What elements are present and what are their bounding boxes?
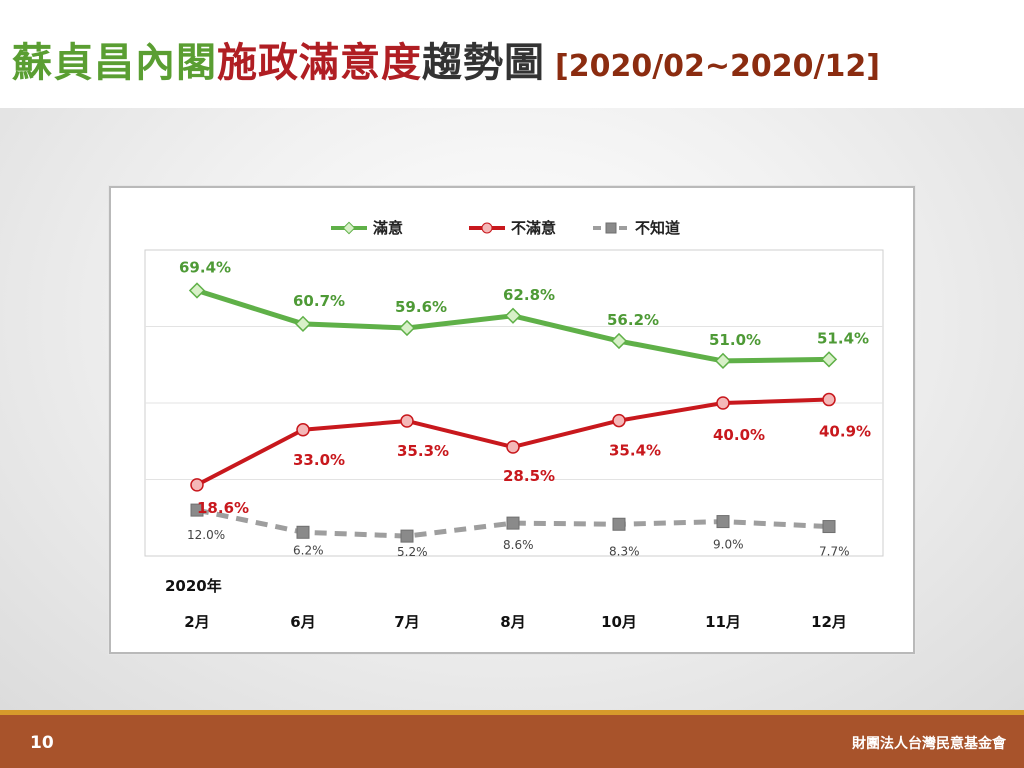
x-tick-label: 8月 bbox=[500, 613, 525, 631]
page-number: 10 bbox=[30, 733, 54, 753]
satisfied-data-label: 62.8% bbox=[503, 286, 555, 304]
dissatisfied-point bbox=[400, 414, 414, 428]
dissatisfied-data-label: 40.0% bbox=[713, 426, 765, 444]
unknown-data-label: 8.3% bbox=[609, 544, 640, 558]
x-tick-label: 7月 bbox=[394, 613, 419, 631]
satisfied-point bbox=[820, 351, 838, 368]
unknown-data-label: 5.2% bbox=[397, 545, 428, 559]
x-tick-label: 10月 bbox=[601, 613, 637, 631]
dissatisfied-data-label: 35.4% bbox=[609, 442, 661, 460]
dissatisfied-point bbox=[506, 440, 520, 454]
legend-label-satisfied: 滿意 bbox=[373, 219, 403, 237]
satisfied-data-label: 60.7% bbox=[293, 292, 345, 310]
legend-label-unknown: 不知道 bbox=[635, 219, 680, 237]
satisfied-point bbox=[294, 315, 312, 332]
dissatisfied-point bbox=[822, 392, 836, 407]
unknown-point bbox=[822, 520, 836, 534]
unknown-data-label: 7.7% bbox=[819, 545, 850, 559]
x-tick-label: 11月 bbox=[705, 613, 741, 631]
dissatisfied-point bbox=[190, 478, 204, 492]
satisfied-point bbox=[398, 319, 416, 337]
title-date-range: [2020/02~2020/12] bbox=[555, 49, 880, 84]
footer-accent-line bbox=[0, 710, 1024, 715]
organization-name: 財團法人台灣民意基金會 bbox=[852, 736, 1006, 752]
dissatisfied-point bbox=[612, 413, 626, 428]
slide-title: 蘇貞昌內閣施政滿意度趨勢圖 [2020/02~2020/12] bbox=[12, 30, 880, 88]
unknown-point bbox=[190, 503, 204, 517]
trend-chart: 69.4% 60.7% 59.6% 62.8% 56.2% 51.0% 51.4% 18.6%… bbox=[144, 219, 884, 631]
unknown-data-label: 8.6% bbox=[503, 538, 534, 552]
footer-bar bbox=[0, 715, 1024, 768]
title-bar: 蘇貞昌內閣施政滿意度趨勢圖 [2020/02~2020/12] bbox=[0, 0, 1024, 108]
legend-marker-satisfied bbox=[342, 221, 356, 235]
x-tick-label: 12月 bbox=[811, 613, 847, 631]
unknown-point bbox=[296, 525, 310, 539]
dissatisfied-data-label: 28.5% bbox=[503, 467, 555, 485]
satisfied-point bbox=[504, 307, 522, 324]
dissatisfied-point bbox=[296, 423, 310, 437]
dissatisfied-data-label: 18.6% bbox=[197, 499, 249, 517]
unknown-data-label: 6.2% bbox=[293, 543, 324, 557]
dissatisfied-data-label: 40.9% bbox=[819, 423, 871, 441]
satisfied-point bbox=[188, 282, 206, 299]
title-part-1: 蘇貞昌內閣 bbox=[12, 40, 217, 86]
dissatisfied-data-label: 33.0% bbox=[293, 451, 345, 469]
x-tick-label: 2月 bbox=[184, 613, 209, 631]
satisfied-data-label: 51.0% bbox=[709, 331, 761, 349]
legend-marker-unknown bbox=[605, 222, 617, 234]
satisfied-point bbox=[610, 332, 628, 350]
title-part-2: 施政滿意度 bbox=[217, 40, 422, 86]
satisfied-data-label: 56.2% bbox=[607, 311, 659, 329]
x-tick-label: 6月 bbox=[290, 613, 315, 631]
unknown-point bbox=[506, 516, 520, 530]
satisfied-data-label: 59.6% bbox=[395, 298, 447, 316]
unknown-point bbox=[716, 515, 730, 529]
legend-marker-dissatisfied bbox=[481, 222, 493, 234]
title-part-3: 趨勢圖 bbox=[422, 40, 545, 86]
unknown-data-label: 12.0% bbox=[187, 528, 225, 542]
unknown-point bbox=[612, 517, 626, 531]
satisfied-point bbox=[714, 352, 732, 370]
unknown-point bbox=[400, 529, 414, 543]
dissatisfied-point bbox=[716, 396, 730, 410]
x-axis-year-label: 2020年 bbox=[165, 577, 222, 595]
legend-label-dissatisfied: 不滿意 bbox=[511, 219, 556, 237]
unknown-data-label: 9.0% bbox=[713, 538, 744, 552]
dissatisfied-data-label: 35.3% bbox=[397, 442, 449, 460]
satisfied-data-label: 51.4% bbox=[817, 329, 869, 347]
satisfied-data-label: 69.4% bbox=[179, 259, 231, 277]
